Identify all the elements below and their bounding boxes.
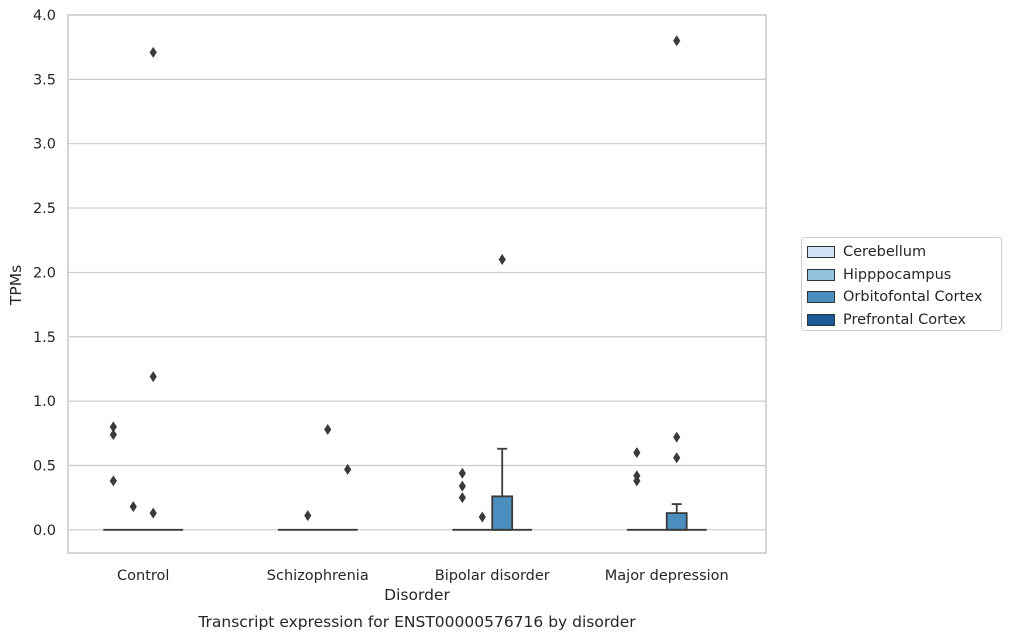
outlier-point bbox=[458, 492, 466, 504]
box-group bbox=[123, 501, 144, 531]
x-tick-label: Schizophrenia bbox=[267, 568, 369, 584]
legend-swatch bbox=[807, 291, 835, 304]
outlier-point bbox=[633, 475, 641, 487]
outlier-point bbox=[673, 35, 681, 47]
legend-label: Prefrontal Cortex bbox=[843, 311, 966, 328]
outlier-point bbox=[109, 421, 117, 433]
x-axis-ticks: Control Schizophrenia Bipolar disorder Majo… bbox=[117, 568, 729, 584]
y-tick-label: 3.5 bbox=[33, 72, 56, 88]
box-group bbox=[626, 447, 647, 531]
legend-label: Orbitofontal Cortex bbox=[843, 289, 983, 306]
y-tick-label: 2.0 bbox=[33, 265, 56, 281]
outlier-point bbox=[478, 511, 486, 523]
legend: Cerebellum Hipppocampus Orbitofontal Corte… bbox=[801, 237, 1002, 331]
legend-swatch bbox=[807, 268, 835, 281]
outlier-point bbox=[633, 447, 641, 459]
box-group bbox=[143, 46, 164, 531]
outlier-point bbox=[149, 46, 157, 58]
box-group bbox=[665, 35, 688, 531]
legend-item: Hipppocampus bbox=[807, 264, 1001, 287]
y-axis-ticks: 0.0 0.5 1.0 1.5 2.0 2.5 3.0 3.5 4.0 bbox=[33, 8, 56, 539]
legend-item: Prefrontal Cortex bbox=[807, 309, 1001, 332]
box-group bbox=[491, 254, 514, 531]
box-group bbox=[452, 467, 473, 531]
box bbox=[665, 512, 688, 531]
chart-caption: Transcript expression for ENST0000057671… bbox=[197, 613, 636, 631]
box-group bbox=[472, 511, 493, 531]
outlier-point bbox=[129, 501, 137, 513]
y-tick-label: 0.0 bbox=[33, 523, 56, 539]
outlier-point bbox=[344, 463, 352, 475]
y-tick-label: 1.0 bbox=[33, 394, 56, 410]
x-tick-label: Bipolar disorder bbox=[435, 568, 550, 584]
gridlines bbox=[68, 14, 766, 531]
y-axis-label: TPMs bbox=[7, 265, 25, 306]
outlier-point bbox=[324, 423, 332, 435]
box-series bbox=[103, 35, 707, 531]
box-group bbox=[337, 463, 358, 531]
legend-label: Hipppocampus bbox=[843, 266, 952, 283]
y-tick-label: 2.5 bbox=[33, 201, 56, 217]
outlier-point bbox=[304, 510, 312, 522]
legend-label: Cerebellum bbox=[843, 244, 927, 261]
box-group bbox=[317, 423, 338, 531]
x-tick-label: Major depression bbox=[605, 568, 729, 584]
plot-area-frame bbox=[67, 14, 767, 554]
outlier-point bbox=[673, 431, 681, 443]
outlier-point bbox=[149, 507, 157, 519]
box-group bbox=[103, 421, 124, 531]
y-tick-label: 3.0 bbox=[33, 137, 56, 153]
outlier-point bbox=[498, 254, 506, 266]
y-tick-label: 0.5 bbox=[33, 458, 56, 474]
legend-item: Cerebellum bbox=[807, 241, 1001, 264]
box-group bbox=[297, 510, 318, 531]
x-tick-label: Control bbox=[117, 568, 169, 584]
legend-swatch bbox=[807, 246, 835, 259]
legend-item: Orbitofontal Cortex bbox=[807, 286, 1001, 309]
outlier-point bbox=[673, 452, 681, 464]
x-axis-label: Disorder bbox=[384, 586, 450, 604]
y-tick-label: 4.0 bbox=[33, 8, 56, 24]
outlier-point bbox=[458, 480, 466, 492]
outlier-point bbox=[458, 467, 466, 479]
box bbox=[491, 495, 514, 531]
outlier-point bbox=[109, 429, 117, 441]
y-tick-label: 1.5 bbox=[33, 330, 56, 346]
legend-swatch bbox=[807, 313, 835, 326]
outlier-point bbox=[109, 475, 117, 487]
outlier-point bbox=[149, 371, 157, 383]
